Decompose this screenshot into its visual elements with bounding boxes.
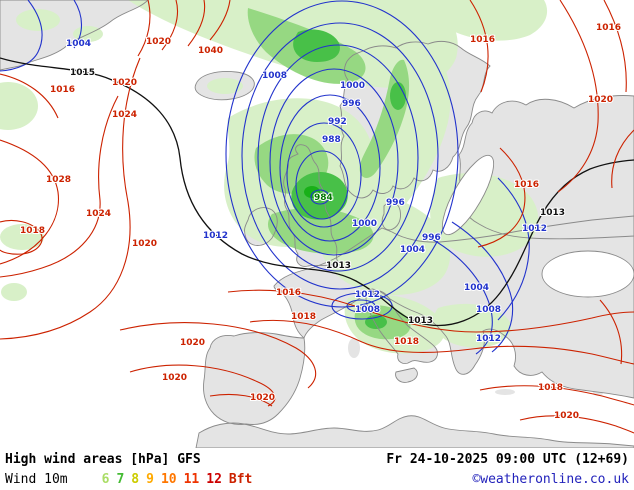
- beaufort-value-8: 8: [131, 472, 140, 487]
- pressure-label-low: 1012: [355, 290, 380, 300]
- pressure-label-high: 1040: [198, 46, 223, 56]
- pressure-label-low: 996: [422, 233, 441, 243]
- pressure-label-high: 1020: [250, 393, 275, 403]
- beaufort-legend: 6 7 8 9 10 11 12 Bft: [102, 470, 253, 489]
- beaufort-value-10: 10: [160, 472, 177, 487]
- pressure-label-low: 1000: [340, 81, 365, 91]
- weather-map-svg: 1004 1008 1000 996 992 988 984 996 1000 996 1004 10…: [0, 0, 634, 448]
- pressure-label-high: 1028: [46, 175, 71, 185]
- black-sea: [541, 250, 634, 298]
- pressure-label-high: 1020: [588, 95, 613, 105]
- wind-area-dark: [291, 29, 406, 329]
- pressure-label-high: 1018: [394, 337, 419, 347]
- pressure-label-low: 1008: [262, 71, 287, 81]
- pressure-label-high: 1018: [291, 312, 316, 322]
- beaufort-value-9: 9: [146, 472, 154, 487]
- pressure-label-center: 984: [314, 193, 333, 203]
- pressure-label-high: 1020: [554, 411, 579, 421]
- footer: High wind areas [hPa] GFS Fr 24-10-2025 …: [0, 448, 634, 490]
- isobars-high: [0, 0, 634, 434]
- pressure-label-high: 1018: [538, 383, 563, 393]
- baltic-sea: [441, 154, 495, 236]
- wind-level-label: Wind 10m: [5, 472, 68, 487]
- isobar-labels: 1004 1008 1000 996 992 988 984 996 1000 996 1004 10…: [19, 22, 622, 422]
- pressure-label-mean: 1015: [70, 68, 95, 78]
- footer-row-1: High wind areas [hPa] GFS Fr 24-10-2025 …: [5, 450, 629, 470]
- crete-island: [495, 389, 515, 395]
- pressure-label-low: 1012: [476, 334, 501, 344]
- pressure-label-low: 996: [386, 198, 405, 208]
- footer-row-2: Wind 10m 6 7 8 9 10 11 12 Bft ©weatheronline.co…: [5, 470, 629, 489]
- pressure-label-low: 992: [328, 117, 347, 127]
- beaufort-value-6: 6: [101, 472, 110, 487]
- pressure-label-high: 1020: [162, 373, 187, 383]
- copyright-link[interactable]: ©weatheronline.co.uk: [472, 472, 629, 487]
- pressure-label-high: 1020: [146, 37, 171, 47]
- pressure-label-low: 1012: [522, 224, 547, 234]
- pressure-label-high: 1016: [514, 180, 539, 190]
- pressure-label-high: 1016: [50, 85, 75, 95]
- sardinia-island: [348, 338, 360, 358]
- pressure-label-mean: 1013: [540, 208, 565, 218]
- pressure-label-high: 1016: [470, 35, 495, 45]
- pressure-label-low: 1008: [355, 305, 380, 315]
- title-text: High wind areas: [5, 452, 123, 467]
- map-area: 1004 1008 1000 996 992 988 984 996 1000 996 1004 10…: [0, 0, 634, 448]
- beaufort-unit: Bft: [228, 472, 253, 487]
- isobars-mean: [0, 57, 634, 327]
- title-units: [hPa]: [130, 452, 170, 467]
- map-title: High wind areas [hPa] GFS: [5, 450, 201, 470]
- pressure-label-low: 996: [342, 99, 361, 109]
- beaufort-value-11: 11: [183, 472, 200, 487]
- pressure-label-high: 1024: [86, 209, 111, 219]
- wind-area-core: [304, 186, 320, 198]
- pressure-label-mean: 1013: [326, 261, 351, 271]
- beaufort-value-12: 12: [206, 472, 222, 487]
- pressure-label-low: 988: [322, 135, 341, 145]
- pressure-label-high: 1016: [596, 23, 621, 33]
- pressure-label-low: 1004: [400, 245, 425, 255]
- pressure-label-low: 1004: [464, 283, 489, 293]
- pressure-label-mean: 1013: [408, 316, 433, 326]
- pressure-label-high: 1020: [180, 338, 205, 348]
- forecast-datetime: Fr 24-10-2025 09:00 UTC (12+69): [386, 452, 629, 467]
- pressure-label-high: 1020: [112, 78, 137, 88]
- beaufort-value-7: 7: [116, 472, 125, 487]
- pressure-label-low: 1008: [476, 305, 501, 315]
- pressure-label-high: 1020: [132, 239, 157, 249]
- pressure-label-high: 1024: [112, 110, 137, 120]
- pressure-label-high: 1018: [20, 226, 45, 236]
- isobars-low: [0, 0, 530, 355]
- pressure-label-low: 1004: [66, 39, 91, 49]
- title-model: GFS: [177, 452, 201, 467]
- pressure-label-low: 1012: [203, 231, 228, 241]
- pressure-label-low: 1000: [352, 219, 377, 229]
- pressure-label-high: 1016: [276, 288, 301, 298]
